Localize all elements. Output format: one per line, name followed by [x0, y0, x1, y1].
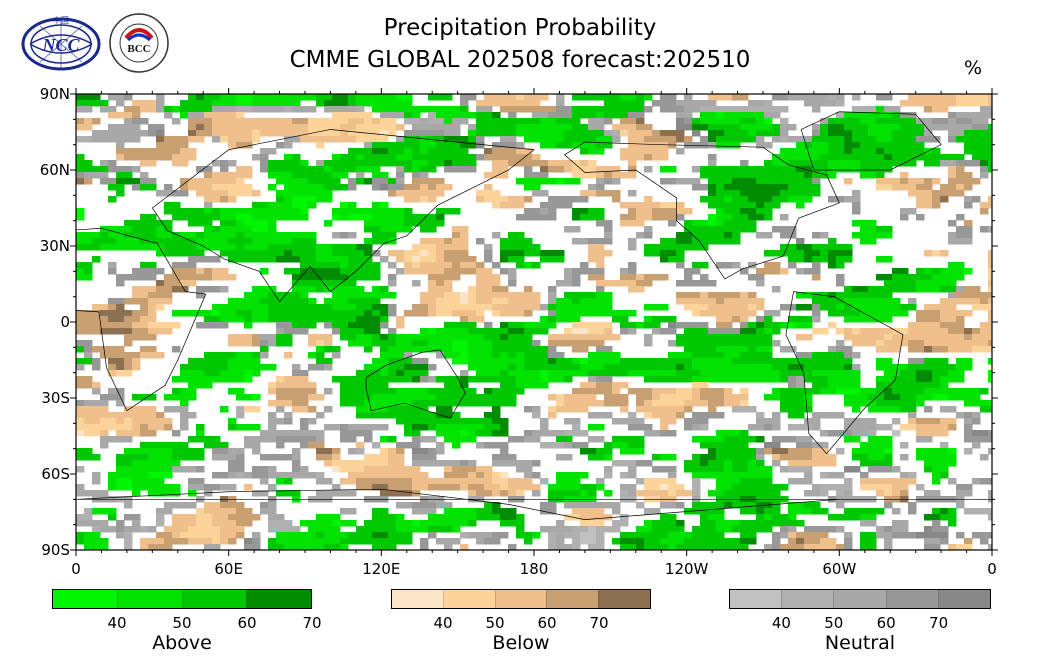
legend-above-swatch: [246, 590, 311, 608]
legend-below-tick: 40: [433, 614, 453, 632]
coastline: [151, 129, 535, 303]
legend-neutral-tick: 40: [771, 614, 791, 632]
ncc-logo: NCC 中国: [20, 14, 102, 76]
legend-neutral-name: Neutral: [824, 632, 896, 654]
lat-label: 0: [60, 313, 70, 331]
legend-above-tick: 60: [237, 614, 257, 632]
legend-neutral-swatch: [781, 590, 834, 608]
lon-label: 120W: [665, 560, 709, 578]
legend-neutral-tick: 60: [876, 614, 896, 632]
legend-below-swatch: [392, 590, 443, 608]
legend-below-colorbar: [391, 589, 651, 609]
legend-below-swatch: [598, 590, 650, 608]
lon-label: 120E: [362, 560, 400, 578]
legend-neutral-colorbar: [729, 589, 991, 609]
unit-label: %: [964, 57, 983, 79]
bcc-logo-text: BCC: [127, 43, 150, 55]
lat-label: 30N: [40, 237, 70, 255]
lat-label: 90N: [40, 85, 70, 103]
legend-below-swatch: [494, 590, 547, 608]
axis-ticks: [70, 88, 998, 556]
legend-above-tick: 50: [172, 614, 192, 632]
legend-above-swatch: [181, 590, 247, 608]
coastline: [785, 291, 904, 455]
legend-below-swatch: [546, 590, 599, 608]
lat-label: 90S: [41, 541, 70, 559]
coastline: [76, 488, 992, 520]
lat-label: 60S: [41, 465, 70, 483]
legend-neutral-swatch: [730, 590, 782, 608]
lon-label: 0: [71, 560, 81, 578]
legend-above-colorbar: [52, 589, 312, 609]
legend-above-name: Above: [152, 632, 212, 654]
lon-label: 0: [987, 560, 997, 578]
legend-above-swatch: [116, 590, 182, 608]
chart-subtitle: CMME GLOBAL 202508 forecast:202510: [289, 47, 751, 73]
coastline: [800, 111, 942, 171]
longitude-labels: 0 60E 120E 180 120W 60W 0: [71, 560, 997, 578]
lon-label: 60E: [214, 560, 243, 578]
legend-above-swatch: [53, 590, 117, 608]
probability-field: [76, 94, 992, 550]
legend-neutral-swatch: [833, 590, 886, 608]
coastline: [76, 227, 207, 412]
coastlines: [76, 111, 992, 520]
precipitation-map: 90N 60N 30N 0 30S 60S 90S 0 60E 120E 180 120W 60W 0: [40, 85, 998, 578]
coastline: [563, 141, 840, 280]
lat-label: 30S: [41, 389, 70, 407]
lon-label: 180: [520, 560, 549, 578]
legend-neutral-tick: 70: [929, 614, 949, 632]
chart-title: Precipitation Probability: [383, 15, 657, 41]
ncc-logo-text: NCC: [41, 35, 80, 55]
legend-neutral-swatch: [885, 590, 938, 608]
bcc-logo: BCC: [108, 12, 170, 78]
legend-below-tick: 60: [537, 614, 557, 632]
lon-label: 60W: [822, 560, 856, 578]
lat-label: 60N: [40, 161, 70, 179]
coastline: [365, 349, 466, 419]
legend-above-tick: 70: [302, 614, 322, 632]
latitude-labels: 90N 60N 30N 0 30S 60S 90S: [40, 85, 70, 559]
legend-neutral-swatch: [937, 590, 991, 608]
legend-below-name: Below: [492, 632, 550, 654]
legend-below-tick: 50: [485, 614, 505, 632]
legend-neutral-tick: 50: [824, 614, 844, 632]
legend-below-swatch: [442, 590, 495, 608]
ncc-logo-subtext: 中国: [53, 15, 69, 25]
legend-above-tick: 40: [107, 614, 127, 632]
legend-below-tick: 70: [589, 614, 609, 632]
